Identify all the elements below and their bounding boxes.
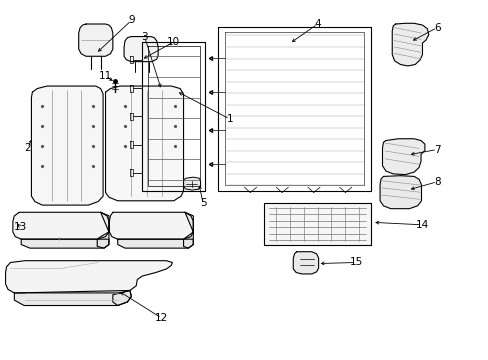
Text: 1: 1 xyxy=(226,114,233,124)
Polygon shape xyxy=(14,291,131,306)
Text: 8: 8 xyxy=(433,177,440,187)
Polygon shape xyxy=(109,212,193,239)
Text: 15: 15 xyxy=(349,257,363,267)
Polygon shape xyxy=(118,239,193,248)
Polygon shape xyxy=(5,261,172,293)
Text: 7: 7 xyxy=(433,144,440,154)
Polygon shape xyxy=(183,177,200,190)
Polygon shape xyxy=(293,252,318,274)
Polygon shape xyxy=(183,212,193,248)
Text: 10: 10 xyxy=(167,37,180,47)
Text: 2: 2 xyxy=(24,143,31,153)
Text: 6: 6 xyxy=(433,23,440,33)
Text: 4: 4 xyxy=(314,19,320,29)
Polygon shape xyxy=(13,212,109,239)
Polygon shape xyxy=(21,239,109,248)
Text: 5: 5 xyxy=(199,198,206,208)
Polygon shape xyxy=(382,139,424,175)
Text: 12: 12 xyxy=(155,313,168,323)
Polygon shape xyxy=(97,212,109,248)
Polygon shape xyxy=(264,203,370,244)
Text: 14: 14 xyxy=(415,220,428,230)
Polygon shape xyxy=(105,86,183,201)
Text: 11: 11 xyxy=(99,71,112,81)
Polygon shape xyxy=(391,23,428,66)
Polygon shape xyxy=(379,176,421,209)
Text: 9: 9 xyxy=(128,15,134,26)
Polygon shape xyxy=(113,291,131,306)
Polygon shape xyxy=(79,24,113,56)
Polygon shape xyxy=(124,37,158,62)
Text: 3: 3 xyxy=(141,32,147,41)
Text: 13: 13 xyxy=(14,222,27,231)
Polygon shape xyxy=(31,86,103,205)
